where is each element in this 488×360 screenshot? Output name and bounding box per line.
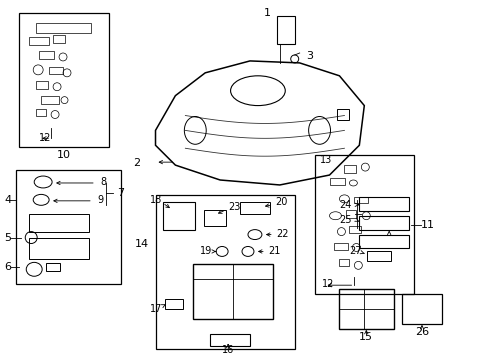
Text: 26: 26 <box>414 327 428 337</box>
Text: 19: 19 <box>200 247 212 256</box>
Text: 8: 8 <box>101 177 107 187</box>
Bar <box>163 202 195 230</box>
Bar <box>49 67 63 74</box>
Bar <box>165 299 183 309</box>
Bar <box>349 226 361 233</box>
Bar <box>29 238 89 260</box>
Bar <box>204 210 225 226</box>
Text: 15: 15 <box>359 332 372 342</box>
Bar <box>36 23 91 33</box>
Bar <box>276 16 294 44</box>
Bar <box>36 109 46 116</box>
Bar <box>334 243 347 251</box>
Text: 6: 6 <box>4 262 11 272</box>
Text: 7: 7 <box>117 188 123 198</box>
Text: 25: 25 <box>338 215 351 225</box>
Text: 27: 27 <box>348 247 361 256</box>
Bar <box>16 170 121 284</box>
Text: 10: 10 <box>57 150 71 160</box>
Bar <box>193 264 272 319</box>
Text: 24: 24 <box>338 200 351 210</box>
Text: 3: 3 <box>306 51 313 61</box>
Bar <box>155 195 294 349</box>
Bar <box>39 51 54 59</box>
Bar <box>46 264 60 271</box>
Bar <box>36 81 48 89</box>
Bar <box>210 334 249 346</box>
Text: 9: 9 <box>98 195 104 205</box>
Text: 14: 14 <box>134 239 148 249</box>
Text: 2: 2 <box>133 158 141 168</box>
Bar <box>329 178 345 185</box>
Text: 22: 22 <box>275 229 288 239</box>
Bar <box>354 197 367 203</box>
Text: 21: 21 <box>267 247 280 256</box>
Bar <box>240 202 269 214</box>
Bar <box>344 165 356 173</box>
Bar <box>359 216 408 230</box>
Bar <box>401 294 441 324</box>
Bar <box>359 197 408 211</box>
Bar <box>346 210 356 218</box>
Text: 12: 12 <box>39 133 51 143</box>
Text: 23: 23 <box>227 202 240 212</box>
Bar <box>339 289 393 329</box>
Text: 12: 12 <box>321 279 333 289</box>
Bar <box>314 155 413 294</box>
Text: 13: 13 <box>319 155 331 165</box>
Text: 5: 5 <box>4 233 11 243</box>
Bar <box>359 235 408 248</box>
Bar <box>337 109 349 121</box>
Text: 17: 17 <box>150 304 162 314</box>
Bar <box>339 260 349 266</box>
Text: 11: 11 <box>420 220 434 230</box>
Bar <box>41 96 59 104</box>
Text: 18: 18 <box>150 195 162 205</box>
Text: 16: 16 <box>222 345 234 355</box>
Text: 4: 4 <box>4 195 11 205</box>
Bar <box>29 214 89 231</box>
Text: 20: 20 <box>274 197 286 207</box>
Bar <box>29 37 49 45</box>
Bar <box>53 35 65 43</box>
Text: 1: 1 <box>264 8 270 18</box>
Bar <box>366 251 390 261</box>
Bar <box>19 13 108 147</box>
